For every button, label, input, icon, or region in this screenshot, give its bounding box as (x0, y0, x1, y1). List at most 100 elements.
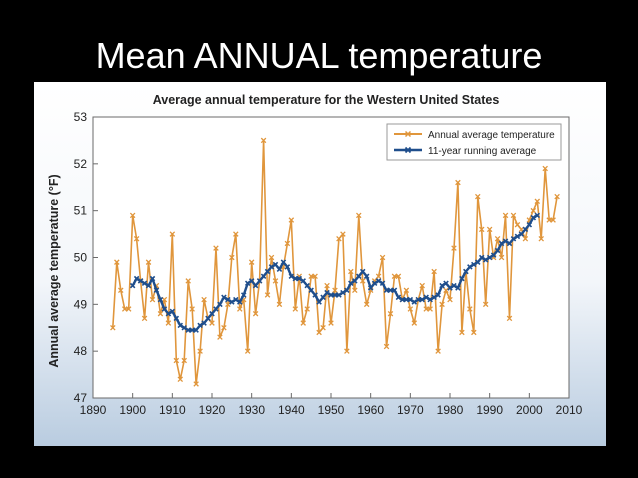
data-point-running (256, 278, 263, 284)
data-point-annual (498, 254, 505, 261)
data-point-running (411, 299, 418, 305)
data-point-running (522, 226, 529, 233)
data-point-running (451, 282, 457, 289)
data-point-running (284, 264, 291, 270)
data-point-running (233, 296, 239, 303)
data-point-running (455, 285, 461, 291)
data-point-annual (510, 212, 517, 219)
data-point-running (506, 240, 513, 247)
data-point-annual (272, 278, 279, 284)
data-point-annual (447, 296, 453, 303)
data-point-annual (133, 236, 140, 242)
data-point-running (221, 294, 227, 301)
data-point-running (375, 278, 382, 284)
data-point-annual (411, 320, 418, 326)
data-point-running (264, 268, 271, 275)
data-point-annual (284, 240, 291, 247)
y-tick-label: 48 (74, 344, 88, 358)
data-point-running (359, 268, 366, 275)
data-point-running (272, 261, 279, 268)
data-point-annual (403, 287, 410, 294)
x-tick-label: 2010 (556, 403, 583, 417)
series-layer (110, 137, 560, 387)
data-point-annual (217, 334, 223, 340)
data-point-running (514, 233, 521, 240)
data-point-running (141, 280, 148, 287)
y-tick-label: 50 (74, 251, 88, 265)
y-axis-label: Annual average temperature (°F) (47, 174, 61, 367)
x-tick-label: 1950 (318, 403, 345, 417)
data-point-annual (375, 273, 382, 279)
data-point-running (348, 280, 354, 287)
data-point-annual (506, 315, 513, 322)
data-point-running (534, 212, 541, 219)
data-point-running (435, 292, 441, 298)
legend-box (386, 123, 562, 161)
data-point-running (320, 294, 326, 301)
data-point-annual (288, 217, 295, 223)
data-point-running (280, 259, 287, 265)
data-point-running (268, 264, 275, 270)
x-tick-label: 1940 (278, 403, 305, 417)
data-point-annual (260, 137, 267, 144)
data-point-running (336, 292, 342, 298)
data-point-running (510, 236, 517, 242)
data-point-running (209, 310, 215, 317)
data-point-running (316, 299, 322, 305)
y-tick-label: 47 (74, 391, 88, 405)
data-point-annual (348, 268, 354, 275)
data-point-annual (248, 259, 255, 265)
data-point-running (296, 275, 303, 282)
data-point-running (201, 320, 207, 326)
data-point-running (153, 287, 160, 294)
x-tick-label: 1920 (199, 403, 226, 417)
data-point-running (137, 278, 144, 284)
data-point-annual (379, 254, 386, 261)
data-point-running (475, 259, 481, 265)
data-point-annual (185, 278, 191, 284)
data-point-annual (502, 212, 509, 219)
data-point-annual (522, 236, 529, 242)
data-point-running (340, 289, 346, 296)
data-point-annual (467, 306, 473, 312)
x-tick-label: 1960 (357, 403, 384, 417)
data-point-annual (201, 296, 207, 303)
chart-title: Average annual temperature for the Weste… (153, 93, 500, 107)
x-tick-label: 1900 (119, 403, 146, 417)
data-point-annual (118, 287, 124, 294)
data-point-running (193, 327, 199, 333)
data-point-running (312, 292, 318, 298)
data-point-running (169, 308, 176, 315)
data-point-annual (169, 231, 176, 237)
y-tick-label: 51 (74, 204, 88, 218)
data-point-annual (383, 343, 390, 350)
data-point-running (490, 252, 497, 258)
data-point-annual (165, 320, 172, 326)
data-point-annual (419, 282, 425, 289)
data-point-running (145, 282, 152, 289)
data-point-running (530, 214, 537, 221)
data-point-running (471, 261, 477, 268)
data-point-running (518, 231, 525, 237)
data-point-running (300, 278, 306, 284)
chart-figure: Average annual temperature for the Weste… (34, 82, 606, 446)
data-point-annual (149, 296, 156, 303)
data-point-running (288, 273, 295, 279)
data-point-running (486, 254, 493, 261)
data-point-annual (316, 329, 322, 336)
data-point-annual (244, 348, 251, 354)
data-point-annual (252, 310, 259, 317)
data-point-annual (475, 193, 481, 200)
data-point-annual (110, 324, 116, 331)
legend-label-annual: Annual average temperature (428, 130, 555, 141)
data-point-running (427, 296, 433, 303)
y-tick-label: 52 (74, 157, 88, 171)
data-point-running (363, 273, 370, 279)
data-point-running (173, 315, 180, 322)
data-point-annual (387, 310, 394, 317)
data-point-running (502, 238, 509, 244)
data-point-annual (312, 273, 318, 279)
data-point-annual (336, 236, 342, 242)
data-point-annual (189, 306, 195, 312)
data-point-running (244, 280, 251, 287)
